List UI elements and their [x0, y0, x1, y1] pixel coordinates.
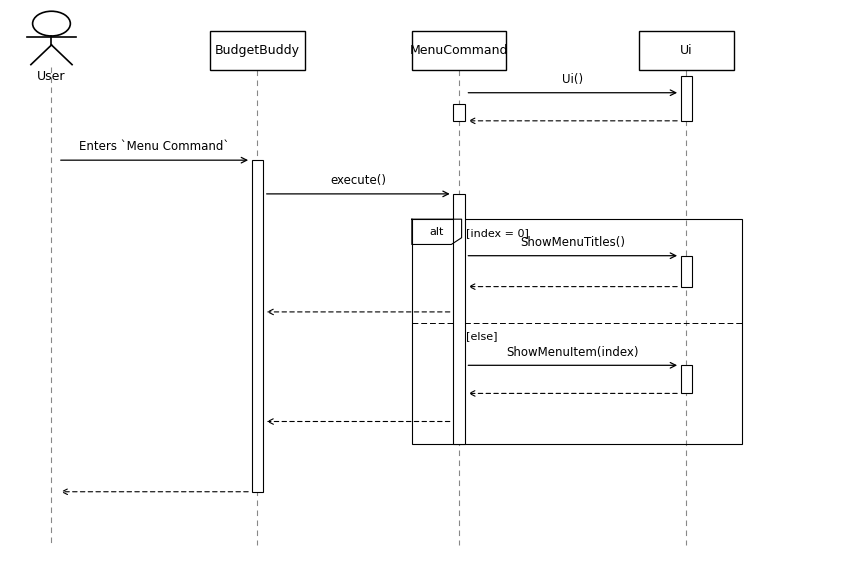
Bar — [412, 31, 506, 70]
Bar — [210, 31, 305, 70]
Text: Ui(): Ui() — [562, 73, 583, 86]
Text: execute(): execute() — [330, 174, 386, 187]
Text: ShowMenuItem(index): ShowMenuItem(index) — [506, 346, 639, 359]
Text: alt: alt — [430, 227, 444, 237]
Bar — [681, 76, 692, 121]
Text: User: User — [37, 70, 66, 83]
Bar — [412, 219, 742, 444]
Text: [index = 0]: [index = 0] — [466, 228, 529, 238]
Text: MenuCommand: MenuCommand — [410, 44, 508, 57]
Bar — [454, 194, 465, 444]
Text: [else]: [else] — [466, 332, 498, 342]
Text: Enters `Menu Command`: Enters `Menu Command` — [79, 140, 230, 153]
Text: ShowMenuTitles(): ShowMenuTitles() — [520, 236, 625, 249]
Text: BudgetBuddy: BudgetBuddy — [214, 44, 300, 57]
Text: Ui: Ui — [680, 44, 692, 57]
Bar — [681, 365, 692, 393]
Bar — [252, 160, 263, 492]
Bar — [639, 31, 734, 70]
Bar — [454, 104, 465, 121]
Bar — [681, 256, 692, 287]
